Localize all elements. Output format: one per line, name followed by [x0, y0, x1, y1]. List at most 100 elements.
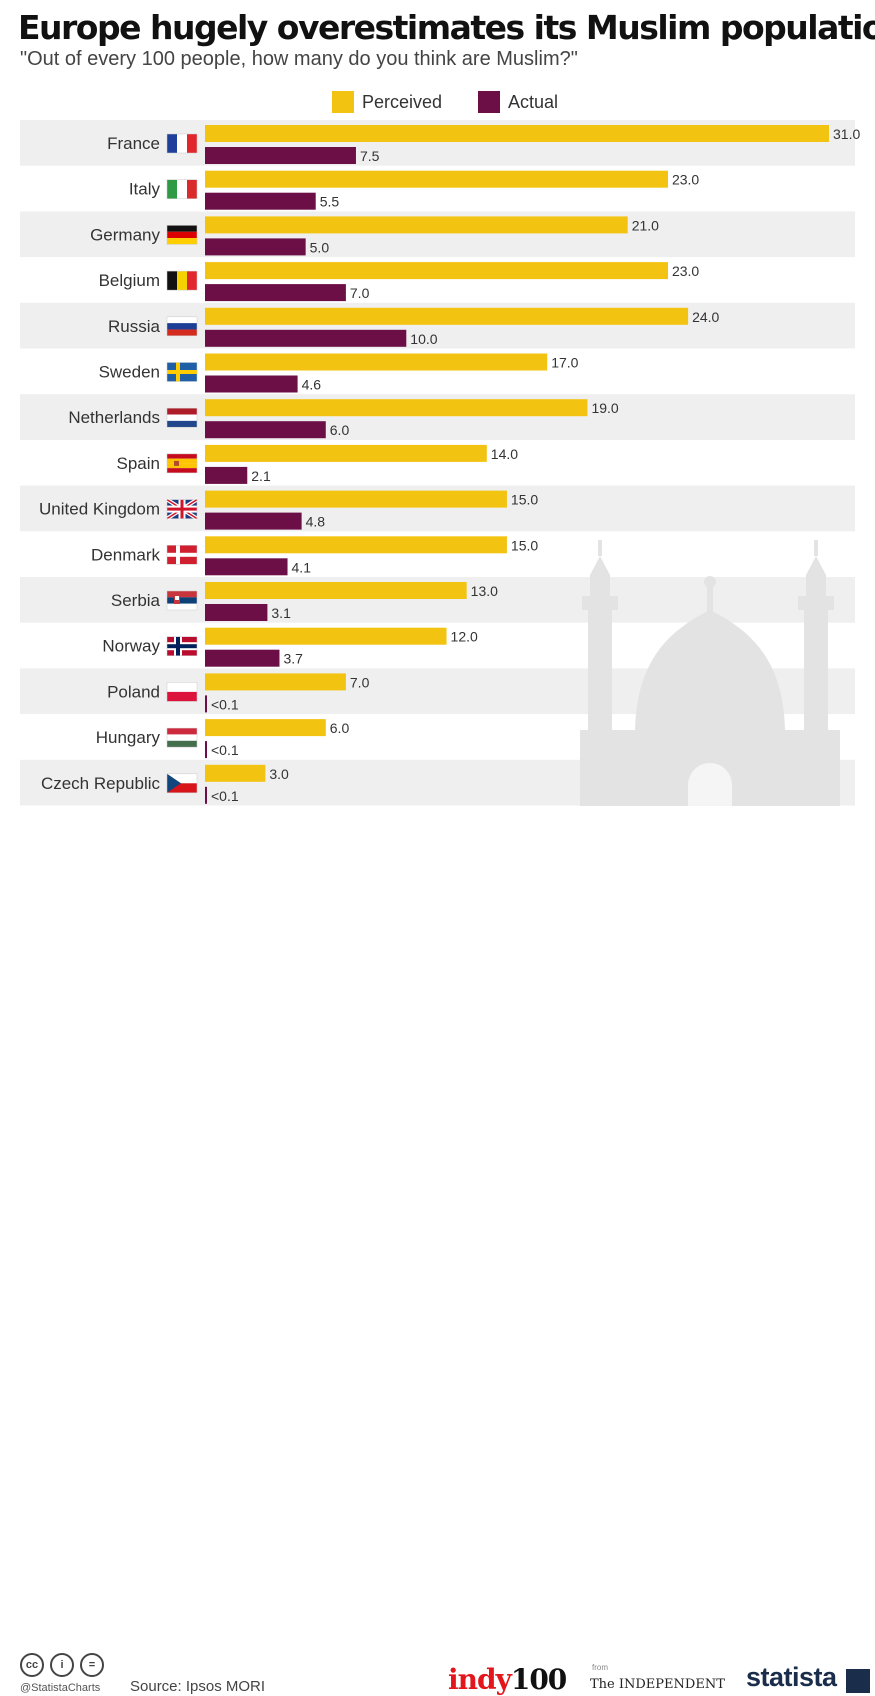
data-label-perceived: 17.0: [551, 355, 578, 371]
italy-flag-icon: [166, 179, 198, 199]
bar-actual: [205, 786, 207, 804]
bar-perceived: [205, 719, 326, 737]
spain-flag-icon: [166, 453, 198, 474]
bar-perceived: [205, 353, 548, 371]
data-label-actual: 7.5: [360, 148, 380, 164]
category-label: Poland: [107, 682, 160, 701]
bar-perceived: [205, 673, 346, 691]
bar-perceived: [205, 307, 689, 325]
chart-row: Sweden 17.0 4.6: [99, 353, 579, 393]
chart-row: United Kingdom 15.0 4.8: [39, 490, 538, 530]
category-label: United Kingdom: [39, 500, 160, 519]
poland-flag-icon: [166, 682, 198, 702]
bar-perceived: [205, 262, 668, 280]
no-derivatives-icon: =: [80, 1653, 104, 1677]
united-kingdom-flag-icon: [165, 497, 199, 521]
norway-flag-icon: [166, 636, 198, 656]
data-label-actual: 4.1: [292, 559, 312, 575]
bar-actual: [205, 558, 288, 576]
category-label: Germany: [90, 225, 160, 244]
bar-perceived: [205, 170, 668, 188]
data-label-actual: 4.6: [302, 377, 322, 393]
data-label-perceived: 23.0: [672, 263, 699, 279]
category-label: Russia: [108, 317, 161, 336]
data-label-actual: <0.1: [211, 742, 239, 758]
data-label-actual: 5.0: [310, 239, 330, 255]
category-label: Serbia: [111, 591, 161, 610]
data-label-perceived: 12.0: [451, 629, 478, 645]
footer: cc i = @StatistaCharts Source: Ipsos MOR…: [0, 820, 875, 1696]
data-label-actual: <0.1: [211, 788, 239, 804]
data-label-actual: 10.0: [410, 331, 437, 347]
data-label-actual: 7.0: [350, 285, 370, 301]
data-label-actual: 6.0: [330, 422, 350, 438]
category-label: Hungary: [96, 728, 161, 747]
data-label-perceived: 7.0: [350, 674, 370, 690]
chart-row: Hungary 6.0 <0.1: [96, 719, 350, 759]
data-label-actual: 5.5: [320, 194, 340, 210]
statista-logo-icon: [846, 1669, 870, 1693]
chart-row: Germany 21.0 5.0: [90, 216, 659, 256]
bar-actual: [205, 329, 407, 347]
chart-row: Netherlands 19.0 6.0: [68, 399, 619, 439]
attribution-icon: i: [50, 1653, 74, 1677]
hungary-flag-icon: [166, 727, 198, 748]
data-label-perceived: 24.0: [692, 309, 719, 325]
data-label-perceived: 3.0: [269, 766, 289, 782]
data-label-perceived: 14.0: [491, 446, 518, 462]
chart-row: Russia 24.0 10.0: [108, 307, 720, 347]
france-flag-icon: [166, 133, 198, 154]
data-label-perceived: 15.0: [511, 492, 538, 508]
bar-actual: [205, 147, 356, 164]
bar-actual: [205, 512, 302, 530]
bar-perceived: [205, 764, 266, 782]
bar-chart: France 31.0 7.5 Italy 23.0 5.5 Germany 21.0 5.0 B…: [20, 120, 860, 806]
bar-actual: [205, 695, 207, 713]
category-label: Italy: [129, 180, 161, 199]
category-label: Czech Republic: [41, 774, 161, 793]
bar-actual: [205, 741, 207, 759]
chart-row: Serbia 13.0 3.1: [111, 582, 498, 621]
chart-subtitle: "Out of every 100 people, how many do yo…: [20, 48, 578, 70]
bar-actual: [205, 466, 248, 484]
chart-row: Spain 14.0 2.1: [117, 444, 518, 484]
chart-row: France 31.0 7.5: [107, 125, 860, 164]
bar-actual: [205, 238, 306, 256]
chart-row: Czech Republic 3.0 <0.1: [41, 764, 289, 804]
category-label: Denmark: [91, 545, 160, 564]
chart-row: Norway 12.0 3.7: [102, 627, 478, 667]
creative-commons-icon: cc: [20, 1653, 44, 1677]
bar-actual: [205, 284, 346, 302]
data-label-actual: <0.1: [211, 696, 239, 712]
bar-perceived: [205, 444, 487, 462]
category-label: France: [107, 134, 160, 153]
data-label-actual: 3.7: [283, 651, 303, 667]
data-label-actual: 2.1: [251, 468, 271, 484]
data-label-perceived: 6.0: [330, 720, 350, 736]
bar-actual: [205, 375, 298, 393]
legend-actual-label: Actual: [508, 91, 559, 112]
data-label-perceived: 31.0: [833, 126, 860, 142]
denmark-flag-icon: [166, 545, 198, 565]
serbia-flag-icon: [166, 590, 198, 611]
germany-flag-icon: [166, 225, 198, 245]
czech-republic-flag-icon: [166, 773, 198, 794]
legend-actual-swatch: [478, 91, 500, 113]
netherlands-flag-icon: [166, 407, 198, 428]
indy100-logo: indy100: [448, 1663, 567, 1696]
bar-perceived: [205, 627, 447, 645]
bar-actual: [205, 192, 316, 210]
bar-perceived: [205, 582, 467, 599]
russia-flag-icon: [166, 316, 198, 337]
from-label: from: [592, 1663, 608, 1672]
chart-row: Poland 7.0 <0.1: [107, 673, 370, 713]
source-note: Source: Ipsos MORI: [130, 1678, 266, 1695]
data-label-perceived: 19.0: [591, 400, 618, 416]
legend-perceived: Perceived: [332, 90, 442, 114]
bar-actual: [205, 649, 280, 667]
data-label-perceived: 23.0: [672, 172, 699, 188]
data-label-perceived: 21.0: [632, 217, 659, 233]
bar-actual: [205, 604, 268, 621]
mosque-watermark-icon: [580, 540, 840, 806]
belgium-flag-icon: [166, 270, 198, 291]
